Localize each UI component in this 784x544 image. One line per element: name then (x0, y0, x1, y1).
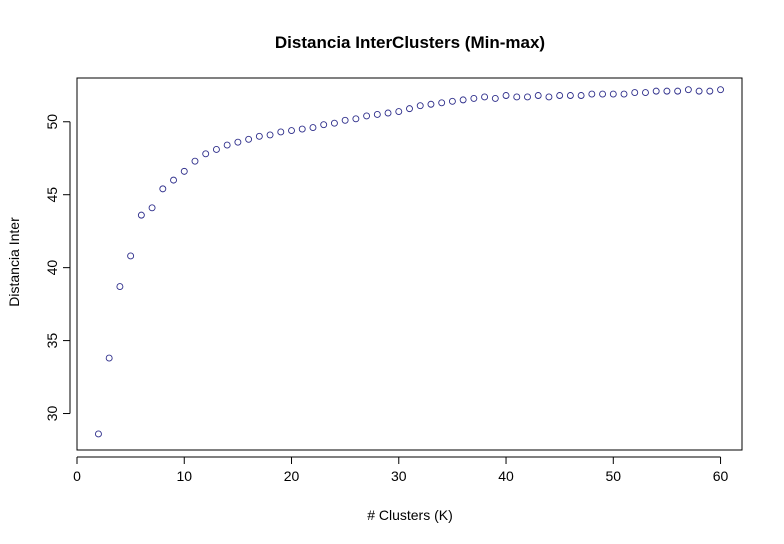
x-tick-label: 20 (284, 468, 300, 484)
data-point (266, 131, 274, 139)
y-tick-label: 35 (44, 333, 60, 349)
data-point (406, 105, 413, 113)
data-point (588, 90, 596, 98)
data-point (652, 87, 660, 95)
data-point (223, 141, 231, 149)
data-point (448, 97, 456, 105)
data-point (298, 125, 306, 133)
data-point (352, 115, 360, 123)
data-point (137, 211, 145, 219)
y-tick-label: 45 (44, 187, 60, 203)
data-point (180, 167, 188, 175)
data-point (631, 89, 639, 97)
y-tick-label: 30 (44, 406, 60, 422)
data-point (245, 135, 253, 143)
data-point (556, 92, 564, 99)
data-point (717, 86, 724, 94)
data-point (706, 87, 714, 95)
data-point (642, 89, 649, 97)
x-tick-label: 10 (176, 468, 192, 484)
data-point (255, 132, 263, 140)
data-point (159, 185, 167, 193)
data-point (373, 111, 381, 118)
data-point (513, 93, 521, 101)
chart-title: Distancia InterClusters (Min-max) (275, 33, 545, 52)
data-point (438, 99, 446, 107)
data-point (481, 93, 489, 101)
data-point (663, 87, 671, 95)
y-axis-label: Distancia Inter (6, 217, 22, 307)
data-point (674, 87, 682, 95)
data-point (288, 127, 295, 134)
data-point (363, 112, 371, 120)
y-tick-label: 40 (44, 260, 60, 276)
data-point (127, 252, 135, 260)
data-point (341, 116, 349, 124)
data-point (427, 100, 435, 108)
data-point (470, 94, 478, 102)
data-points (95, 86, 724, 438)
data-point (534, 92, 542, 99)
data-point (212, 146, 220, 153)
data-point (234, 138, 242, 146)
plot-area (76, 77, 743, 451)
x-axis: 0 10 20 30 40 50 60 (73, 456, 729, 484)
x-tick-label: 30 (391, 468, 407, 484)
data-point (105, 354, 113, 362)
y-tick-label: 50 (44, 114, 60, 130)
data-point (524, 93, 531, 101)
x-tick-label: 60 (713, 468, 729, 484)
data-point (491, 94, 499, 102)
data-point (202, 150, 210, 158)
data-point (609, 90, 617, 98)
data-point (330, 119, 338, 127)
y-axis: 30 35 40 45 50 (44, 114, 71, 422)
data-point (566, 92, 574, 99)
data-point (170, 176, 177, 184)
data-point (148, 204, 156, 212)
data-point (502, 92, 510, 99)
data-point (309, 124, 317, 132)
data-point (695, 87, 703, 95)
data-point (416, 102, 424, 110)
data-point (320, 121, 328, 129)
data-point (116, 283, 124, 291)
data-point (395, 108, 403, 116)
data-point (620, 90, 628, 98)
x-axis-label: # Clusters (K) (367, 507, 453, 523)
data-point (384, 109, 392, 117)
data-point (684, 86, 692, 94)
data-point (191, 157, 199, 165)
data-point (599, 90, 607, 98)
data-point (545, 93, 553, 101)
data-point (577, 92, 585, 99)
x-tick-label: 50 (606, 468, 622, 484)
x-tick-label: 0 (73, 468, 81, 484)
data-point (95, 430, 102, 438)
data-point (277, 128, 285, 136)
x-tick-label: 40 (498, 468, 514, 484)
data-point (459, 96, 467, 104)
